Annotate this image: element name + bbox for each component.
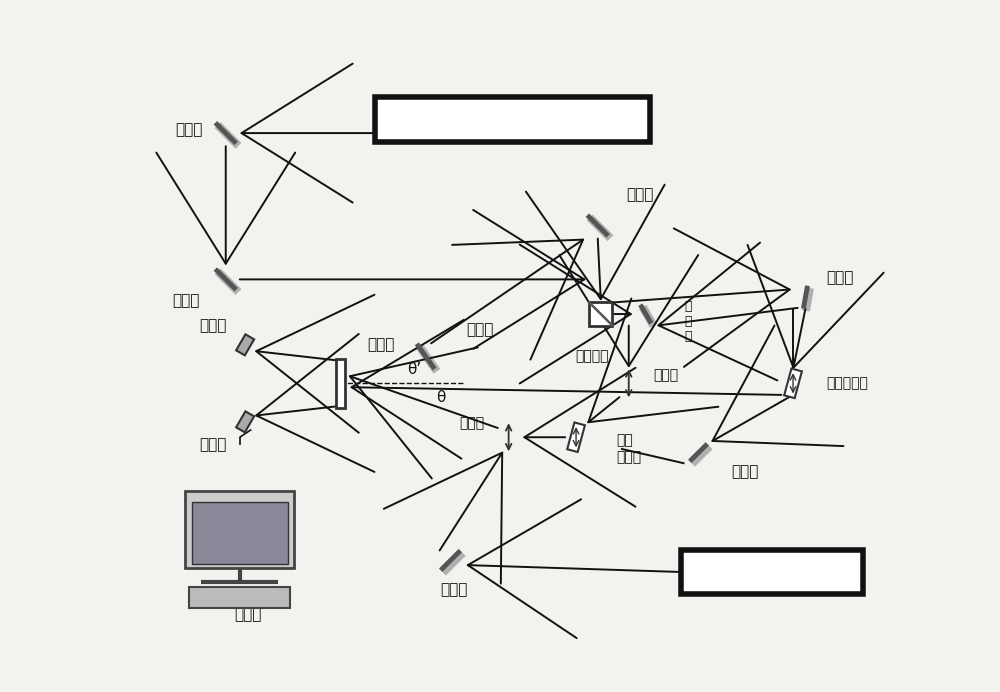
Text: 空间滤波器: 空间滤波器 xyxy=(826,376,868,390)
Text: 激光器（633nm）: 激光器（633nm） xyxy=(711,563,834,581)
FancyBboxPatch shape xyxy=(681,549,863,594)
Text: 激光器（532nm）: 激光器（532nm） xyxy=(451,110,574,128)
Bar xyxy=(185,491,294,568)
Polygon shape xyxy=(236,411,254,432)
Bar xyxy=(192,502,288,563)
Text: 平面镜: 平面镜 xyxy=(731,464,759,480)
Text: 凸透鸜: 凸透鸜 xyxy=(459,417,484,430)
Text: 凸透鸜: 凸透鸜 xyxy=(653,369,679,383)
FancyBboxPatch shape xyxy=(375,97,650,142)
Text: θ’: θ’ xyxy=(407,362,421,377)
Text: 平面镜: 平面镜 xyxy=(441,582,468,597)
Text: 平面镜: 平面镜 xyxy=(827,271,854,285)
Text: 功率计: 功率计 xyxy=(199,318,226,333)
Text: 功率计: 功率计 xyxy=(199,437,226,453)
Text: 平面镜: 平面镜 xyxy=(175,122,202,137)
Text: 平
面
镜: 平 面 镜 xyxy=(685,300,692,343)
Bar xyxy=(336,358,345,408)
Text: 样品台: 样品台 xyxy=(367,337,394,352)
Text: 分束棱镜: 分束棱镜 xyxy=(575,349,608,363)
Text: 计算机: 计算机 xyxy=(234,607,261,622)
Text: 平面镜: 平面镜 xyxy=(466,322,494,337)
Polygon shape xyxy=(567,422,585,452)
Text: 平面镜: 平面镜 xyxy=(172,293,199,309)
Polygon shape xyxy=(784,369,802,398)
Text: θ: θ xyxy=(437,390,446,405)
Text: 平面镜: 平面镜 xyxy=(627,188,654,202)
Bar xyxy=(189,587,290,608)
Bar xyxy=(589,302,612,326)
Polygon shape xyxy=(236,334,254,356)
Text: 空间
滤波器: 空间 滤波器 xyxy=(616,434,641,464)
